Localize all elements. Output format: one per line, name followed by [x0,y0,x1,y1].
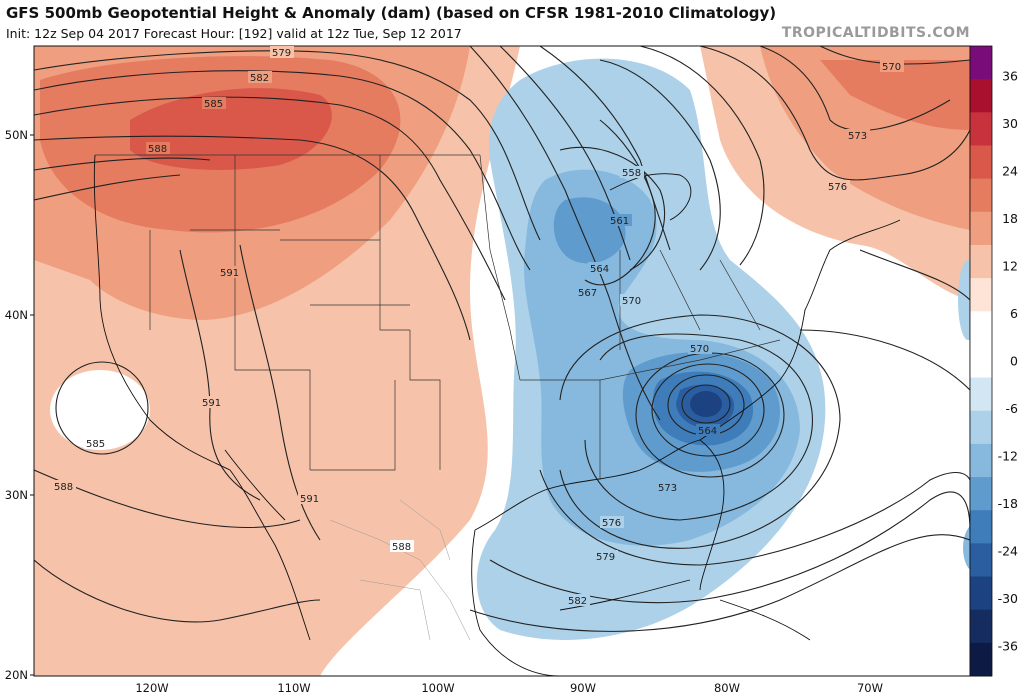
colorbar-label: -6 [1006,401,1019,416]
contour-label: 585 [204,99,223,110]
contour-label: 591 [202,398,221,409]
height-contours [34,46,970,632]
colorbar-segment [970,344,992,379]
colorbar-segment [970,477,992,511]
colorbar-segment [970,410,992,445]
colorbar-label: -24 [998,544,1018,559]
lat-label-20n: 20N [5,668,28,682]
colorbar-segment [970,443,992,478]
colorbar-segment [970,543,992,578]
contour-label: 573 [658,483,677,494]
contour-label: 561 [610,216,629,227]
colorbar-label: 24 [1002,163,1018,178]
lon-label-70w: 70W [857,681,883,695]
lon-label-90w: 90W [570,681,596,695]
cool-anomaly-core [690,391,722,417]
colorbar-frame [969,45,993,677]
colorbar-segment [970,211,992,246]
brand-watermark: TROPICALTIDBITS.COM [781,25,970,41]
contour-label: 576 [602,518,621,529]
lat-labels: 50N 40N 30N 20N [5,128,34,682]
lon-label-80w: 80W [714,681,740,695]
lon-label-110w: 110W [277,681,310,695]
contour-label: 567 [578,288,597,299]
colorbar-label: -36 [998,639,1018,654]
colorbar-segment [970,178,992,213]
colorbar-label: 18 [1002,211,1018,226]
colorbar-segment [970,576,992,611]
colorbar-label: 30 [1002,116,1018,131]
contour-label: 579 [596,552,615,563]
colorbar-label: 0 [1010,354,1018,369]
contour-label: 564 [698,426,717,437]
colorbar-segment [970,377,992,412]
colorbar-segment [970,510,992,544]
cool-anomaly-dark [553,197,626,264]
colorbar-segment [970,79,992,113]
contour-label: 558 [622,168,641,179]
contour-label: 564 [590,264,609,275]
colorbar-segment [970,244,992,279]
contour-label: 588 [148,144,167,155]
lon-label-120w: 120W [135,681,168,695]
contour-label: 570 [882,62,901,73]
colorbar-segment [970,112,992,146]
colorbar-segment [970,278,992,312]
colorbar-segment [970,609,992,644]
contour-label: 570 [690,344,709,355]
colorbar: 36 30 24 18 12 6 0 -6 -12 -18 -24 -30 -36 [969,45,1019,677]
colorbar-label: 6 [1010,306,1018,321]
contour-label: 582 [250,73,269,84]
colorbar-segment [970,145,992,180]
mexico-borders [329,499,471,641]
lat-label-50n: 50N [5,128,28,142]
lat-label-40n: 40N [5,308,28,322]
colorbar-label: -18 [998,496,1018,511]
warm-anomaly-west-darkest [130,88,332,170]
colorbar-label: 12 [1002,258,1018,273]
contour-label: 582 [568,596,587,607]
chart-title: GFS 500mb Geopotential Height & Anomaly … [6,4,777,22]
colorbar-segment [970,311,992,345]
coastlines [93,154,901,676]
warm-anomaly-northeast-dark [820,60,970,130]
forecast-info: Init: 12z Sep 04 2017 Forecast Hour: [19… [6,26,462,41]
lon-label-100w: 100W [421,681,454,695]
colorbar-segment [970,46,992,80]
contour-label: 573 [848,131,867,142]
colorbar-label: -12 [998,449,1018,464]
colorbar-segment [970,642,992,677]
colorbar-label: 36 [1002,68,1018,83]
contour-label: 591 [220,268,239,279]
state-borders [95,154,781,480]
colorbar-label: -30 [998,591,1018,606]
contour-label: 588 [54,482,73,493]
contour-label: 585 [86,439,105,450]
contour-label: 570 [622,296,641,307]
contour-label: 588 [392,542,411,553]
contour-label: 591 [300,494,319,505]
contour-label: 576 [828,182,847,193]
contour-label: 579 [272,48,291,59]
lon-labels: 120W 110W 100W 90W 80W 70W [135,681,883,695]
lat-label-30n: 30N [5,488,28,502]
contour-labels: 579 582 585 588 591 591 591 588 585 588 … [52,46,904,607]
